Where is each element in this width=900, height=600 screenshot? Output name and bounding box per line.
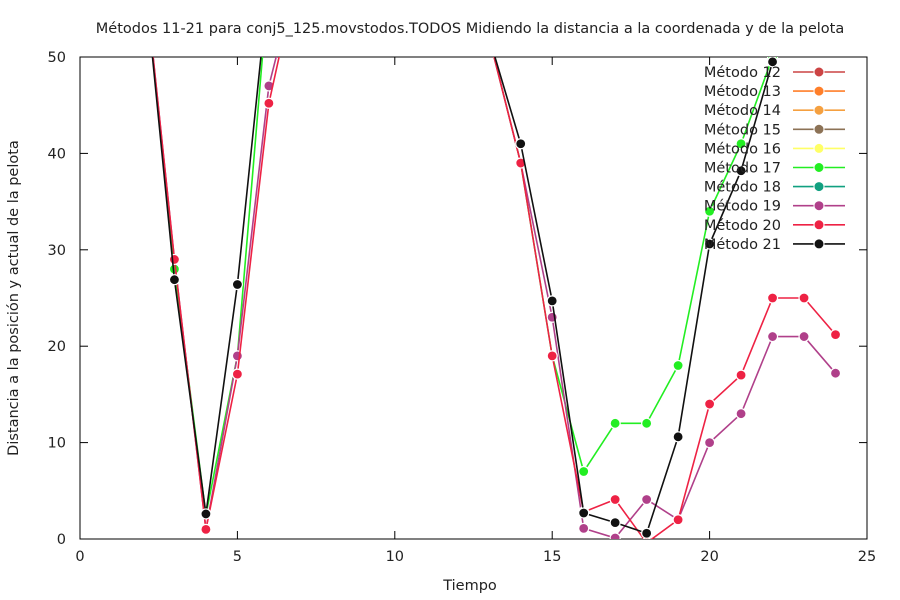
legend-label: Método 18 (704, 180, 781, 196)
data-point (231, 350, 243, 362)
legend-item: Método 13 (704, 84, 845, 100)
data-point (829, 329, 842, 341)
legend-item: Método 18 (704, 180, 845, 196)
legend-label: Método 19 (704, 199, 781, 215)
data-point (609, 417, 621, 429)
data-point (231, 368, 243, 380)
data-point (798, 330, 810, 343)
data-point (231, 278, 243, 291)
data-point (766, 292, 779, 304)
data-point (766, 57, 779, 68)
legend-marker (813, 142, 825, 154)
data-point (263, 97, 275, 109)
legend-label: Método 13 (704, 84, 781, 100)
data-point (200, 523, 212, 535)
data-point (515, 157, 527, 169)
x-tick-label: 0 (75, 549, 84, 565)
legend-label: Método 21 (704, 237, 781, 253)
y-tick-label: 0 (57, 532, 66, 548)
axes: 0 5 10 15 20 25 0 10 20 30 40 50 (48, 50, 877, 565)
data-point (609, 532, 621, 539)
data-point (672, 431, 684, 443)
data-point (735, 165, 747, 177)
data-point (168, 274, 181, 286)
legend-marker (813, 200, 825, 212)
x-tick-label: 10 (386, 549, 404, 565)
legend-item: Método 12 (704, 65, 845, 81)
chart-title: Métodos 11-21 para conj5_125.movstodos.T… (96, 21, 844, 37)
data-point (641, 527, 653, 539)
y-tick-label: 20 (48, 339, 66, 355)
legend-item: Método 15 (704, 122, 845, 138)
legend-item: Método 20 (704, 218, 845, 234)
y-tick-label: 50 (48, 50, 66, 66)
legend-item: Método 17 (704, 161, 845, 177)
x-tick-label: 15 (543, 549, 561, 565)
legend-marker (813, 104, 825, 116)
data-point (515, 138, 527, 150)
x-tick-label: 20 (700, 549, 718, 565)
series-line (152, 57, 837, 539)
legend-marker (813, 66, 825, 78)
data-point (546, 295, 558, 307)
series-m-todo-20 (152, 57, 842, 539)
data-point (641, 493, 653, 506)
data-point (578, 465, 590, 478)
y-tick-label: 10 (48, 436, 66, 452)
legend-label: Método 14 (704, 103, 781, 119)
legend-marker (813, 181, 825, 193)
legend-label: Método 16 (704, 141, 781, 157)
data-point (703, 437, 716, 449)
legend-label: Método 15 (704, 122, 781, 138)
legend-label: Método 20 (704, 218, 781, 234)
legend-item: Método 16 (704, 141, 845, 157)
plot-series (151, 57, 842, 539)
y-axis-title: Distancia a la posición y actual de la p… (6, 140, 22, 456)
x-axis-title: Tiempo (442, 578, 497, 594)
legend-marker (813, 219, 825, 231)
legend-item: Método 14 (704, 103, 845, 119)
data-point (829, 367, 842, 379)
series-m-todo-19 (152, 57, 842, 539)
series-line (151, 57, 776, 535)
data-point (578, 507, 590, 519)
plot-frame (79, 56, 868, 540)
legend-marker (813, 238, 825, 250)
y-tick-label: 30 (48, 243, 66, 259)
y-tick-label: 40 (48, 146, 66, 162)
legend-label: Método 12 (704, 65, 781, 81)
data-point (703, 238, 716, 250)
data-point (735, 138, 747, 150)
data-point (735, 369, 747, 381)
data-point (578, 522, 590, 534)
legend-marker (813, 85, 825, 97)
data-point (672, 514, 684, 526)
x-tick-label: 25 (858, 549, 876, 565)
series-m-todo-21 (151, 57, 779, 539)
data-point (546, 350, 558, 362)
series-line (151, 57, 774, 516)
series-line (152, 57, 837, 539)
data-point (766, 330, 779, 343)
data-point (609, 517, 621, 529)
legend-marker (813, 162, 825, 173)
legend-item: Método 21 (704, 237, 845, 253)
data-point (735, 408, 747, 420)
data-point (609, 493, 621, 506)
legend-marker (813, 123, 825, 135)
data-point (168, 253, 181, 266)
data-point (703, 205, 716, 217)
data-point (641, 417, 653, 429)
legend-label: Método 17 (704, 161, 781, 177)
legend-item: Método 19 (704, 199, 845, 215)
data-point (703, 398, 716, 410)
data-point (200, 508, 212, 520)
data-point (672, 359, 684, 372)
legend: Método 12 Método 13 Método 14 Método 15 Méto… (704, 65, 845, 253)
data-point (798, 292, 810, 304)
x-tick-label: 5 (233, 549, 242, 565)
